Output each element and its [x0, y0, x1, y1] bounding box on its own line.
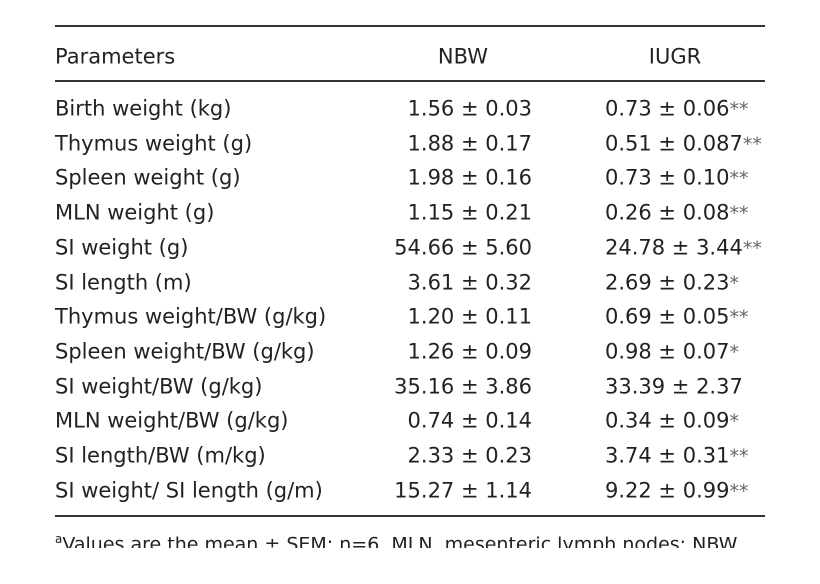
iugr-value: 3.74 ± 0.31 — [605, 443, 730, 468]
significance-mark: * — [729, 410, 739, 433]
iugr-cell: 0.69 ± 0.05** — [605, 304, 749, 329]
nbw-cell: 1.56 ± 0.03 — [407, 96, 532, 121]
significance-mark: ** — [729, 167, 749, 190]
iugr-cell: 9.22 ± 0.99** — [605, 480, 748, 501]
iugr-cell: 2.69 ± 0.23* — [605, 272, 739, 293]
significance-mark: ** — [729, 480, 749, 503]
parameter-cell: Birth weight (kg) — [55, 96, 232, 121]
table: Parameters NBW IUGR aValues are the mean… — [55, 25, 765, 548]
iugr-cell: 33.39 ± 2.37 — [605, 376, 743, 397]
nbw-cell: 54.66 ± 5.60 — [394, 235, 532, 260]
iugr-value: 0.69 ± 0.05 — [605, 304, 730, 329]
significance-mark: ** — [729, 445, 749, 468]
parameter-cell: Thymus weight (g) — [55, 131, 253, 156]
header-cell: NBW — [437, 44, 489, 69]
iugr-value: 9.22 ± 0.99 — [605, 478, 730, 503]
footnote-text: Values are the mean ± SEM; n=6. MLN, mes… — [62, 533, 738, 548]
parameter-cell: SI weight/ SI length (g/m) — [55, 478, 323, 503]
iugr-cell: 0.26 ± 0.08** — [605, 200, 749, 225]
parameter-cell: SI length/BW (m/kg) — [55, 443, 266, 468]
header-rule — [55, 80, 765, 82]
iugr-cell: 24.78 ± 3.44** — [605, 237, 762, 258]
parameter-cell: Spleen weight (g) — [55, 165, 241, 190]
significance-mark: * — [729, 341, 739, 364]
iugr-value: 0.73 ± 0.10 — [605, 165, 730, 190]
iugr-cell: 0.73 ± 0.06** — [605, 96, 749, 121]
iugr-value: 0.34 ± 0.09 — [605, 408, 730, 433]
iugr-cell: 0.51 ± 0.087** — [605, 133, 762, 154]
iugr-value: 0.73 ± 0.06 — [605, 96, 730, 121]
significance-mark: ** — [729, 202, 749, 225]
iugr-cell: 3.74 ± 0.31** — [605, 443, 749, 468]
footnote: aValues are the mean ± SEM; n=6. MLN, me… — [55, 532, 737, 548]
parameter-cell: Thymus weight/BW (g/kg) — [55, 304, 327, 329]
significance-mark: ** — [742, 237, 762, 260]
parameter-cell: SI weight (g) — [55, 235, 189, 260]
iugr-value: 2.69 ± 0.23 — [605, 270, 730, 294]
parameter-cell: Spleen weight/BW (g/kg) — [55, 339, 315, 364]
nbw-cell: 2.33 ± 0.23 — [407, 443, 532, 468]
iugr-value: 0.51 ± 0.087 — [605, 131, 743, 156]
significance-mark: ** — [729, 306, 749, 329]
header-cell: IUGR — [648, 44, 702, 69]
header-cell: Parameters — [55, 44, 176, 69]
nbw-cell: 1.20 ± 0.11 — [407, 304, 532, 329]
nbw-cell: 35.16 ± 3.86 — [394, 374, 532, 399]
significance-mark: ** — [742, 133, 762, 156]
parameter-cell: SI weight/BW (g/kg) — [55, 374, 263, 399]
iugr-value: 0.98 ± 0.07 — [605, 339, 730, 364]
nbw-cell: 15.27 ± 1.14 — [394, 478, 532, 503]
iugr-cell: 0.73 ± 0.10** — [605, 165, 749, 190]
nbw-cell: 1.98 ± 0.16 — [407, 165, 532, 190]
parameter-cell: SI length (m) — [55, 270, 192, 294]
iugr-value: 33.39 ± 2.37 — [605, 374, 743, 399]
nbw-cell: 0.74 ± 0.14 — [407, 408, 532, 433]
bottom-rule — [55, 515, 765, 517]
iugr-value: 24.78 ± 3.44 — [605, 235, 743, 260]
nbw-cell: 1.26 ± 0.09 — [407, 339, 532, 364]
nbw-cell: 1.88 ± 0.17 — [407, 131, 532, 156]
iugr-cell: 0.98 ± 0.07* — [605, 341, 739, 362]
parameter-cell: MLN weight (g) — [55, 200, 215, 225]
footnote-marker: a — [55, 532, 63, 546]
nbw-cell: 3.61 ± 0.32 — [407, 270, 532, 294]
iugr-value: 0.26 ± 0.08 — [605, 200, 730, 225]
parameter-cell: MLN weight/BW (g/kg) — [55, 408, 289, 433]
iugr-cell: 0.34 ± 0.09* — [605, 408, 739, 433]
significance-mark: ** — [729, 98, 749, 121]
top-rule — [55, 25, 765, 27]
significance-mark: * — [729, 272, 739, 294]
nbw-cell: 1.15 ± 0.21 — [407, 200, 532, 225]
